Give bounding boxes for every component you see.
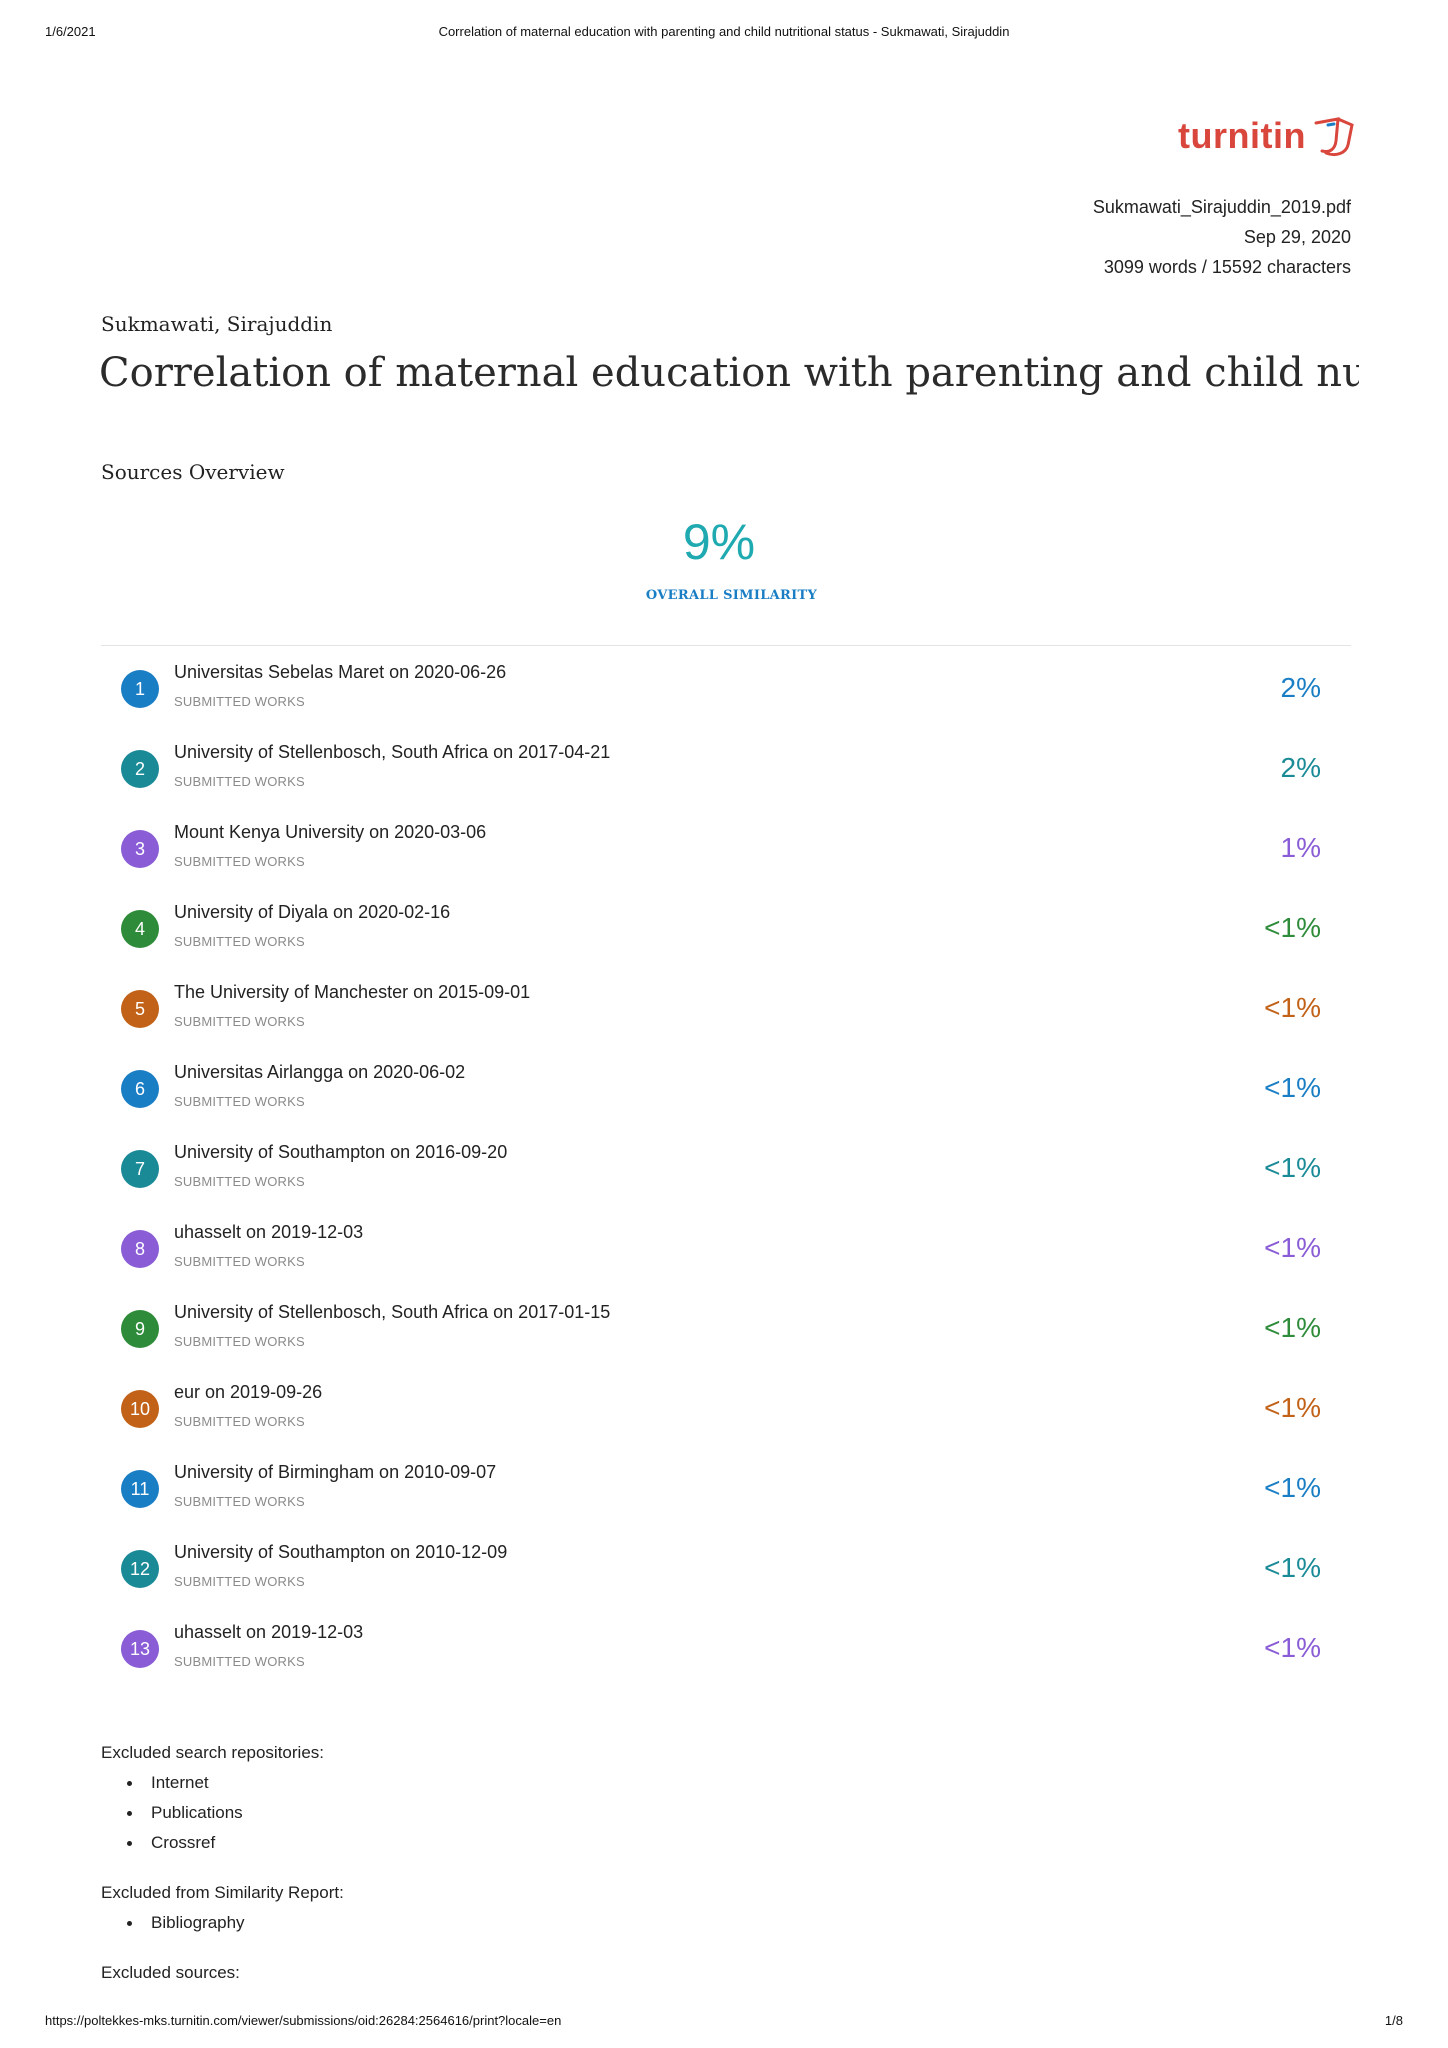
source-number-badge: 9	[121, 1310, 159, 1348]
overall-label: OVERALL SIMILARITY	[645, 588, 818, 603]
source-number-badge: 11	[121, 1470, 159, 1508]
excluded-repository-item: Internet	[127, 1768, 344, 1798]
file-counts: 3099 words / 15592 characters	[1103, 257, 1351, 277]
logo-mark-icon	[1314, 117, 1354, 157]
source-type: SUBMITTED WORKS	[174, 1254, 305, 1269]
source-type: SUBMITTED WORKS	[174, 1094, 305, 1109]
file-meta: Sukmawati_Sirajuddin_2019.pdf Sep 29, 20…	[1093, 192, 1351, 282]
excluded-section: Excluded search repositories: Internet Pu…	[101, 1738, 344, 2008]
source-percent: <1%	[1264, 1632, 1321, 1663]
source-number-badge: 8	[121, 1230, 159, 1268]
source-row[interactable]: 1 Universitas Sebelas Maret on 2020-06-26…	[101, 652, 1351, 732]
source-type: SUBMITTED WORKS	[174, 854, 305, 869]
source-row[interactable]: 8 uhasselt on 2019-12-03 SUBMITTED WORKS <1…	[101, 1212, 1351, 1292]
source-name[interactable]: Mount Kenya University on 2020-03-06	[174, 822, 487, 842]
excluded-sources-heading: Excluded sources:	[101, 1963, 240, 1982]
source-type: SUBMITTED WORKS	[174, 1334, 305, 1349]
sources-overview-title: Sources Overview	[101, 460, 285, 484]
source-type: SUBMITTED WORKS	[174, 1654, 305, 1669]
source-name[interactable]: University of Stellenbosch, South Africa…	[174, 742, 611, 762]
print-footer: https://poltekkes-mks.turnitin.com/viewe…	[45, 2013, 1403, 2033]
source-type: SUBMITTED WORKS	[174, 694, 305, 709]
source-number-badge: 3	[121, 830, 159, 868]
source-row[interactable]: 9 University of Stellenbosch, South Afric…	[101, 1292, 1351, 1372]
source-name[interactable]: University of Stellenbosch, South Africa…	[174, 1302, 611, 1322]
source-row[interactable]: 4 University of Diyala on 2020-02-16 SUBMI…	[101, 892, 1351, 972]
source-row[interactable]: 12 University of Southampton on 2010-12-0…	[101, 1532, 1351, 1612]
excluded-report-heading: Excluded from Similarity Report:	[101, 1883, 344, 1902]
source-type: SUBMITTED WORKS	[174, 1574, 305, 1589]
excluded-report-list: Bibliography	[101, 1908, 344, 1938]
file-name: Sukmawati_Sirajuddin_2019.pdf	[1092, 197, 1351, 217]
turnitin-logo: turnitin	[1178, 108, 1358, 164]
source-row[interactable]: 11 University of Birmingham on 2010-09-07…	[101, 1452, 1351, 1532]
source-type: SUBMITTED WORKS	[174, 1174, 305, 1189]
source-name[interactable]: University of Birmingham on 2010-09-07	[174, 1462, 497, 1482]
source-row[interactable]: 3 Mount Kenya University on 2020-03-06 SUB…	[101, 812, 1351, 892]
source-row[interactable]: 10 eur on 2019-09-26 SUBMITTED WORKS <1%	[101, 1372, 1351, 1452]
source-name[interactable]: University of Southampton on 2016-09-20	[174, 1142, 508, 1162]
print-title: Correlation of maternal education with p…	[438, 24, 1010, 39]
excluded-repository-item: Crossref	[127, 1828, 344, 1858]
source-number-badge: 5	[121, 990, 159, 1028]
source-percent: <1%	[1264, 1472, 1321, 1503]
source-number-badge: 2	[121, 750, 159, 788]
source-type: SUBMITTED WORKS	[174, 1014, 305, 1029]
sources-list: 1 Universitas Sebelas Maret on 2020-06-26…	[101, 652, 1351, 1692]
source-number-badge: 6	[121, 1070, 159, 1108]
source-row[interactable]: 6 Universitas Airlangga on 2020-06-02 SUBM…	[101, 1052, 1351, 1132]
source-type: SUBMITTED WORKS	[174, 774, 305, 789]
source-name[interactable]: uhasselt on 2019-12-03	[174, 1222, 364, 1242]
source-percent: 1%	[1280, 832, 1321, 863]
source-percent: <1%	[1264, 1392, 1321, 1423]
source-row[interactable]: 7 University of Southampton on 2016-09-20…	[101, 1132, 1351, 1212]
source-name[interactable]: University of Southampton on 2010-12-09	[174, 1542, 508, 1562]
source-name[interactable]: Universitas Airlangga on 2020-06-02	[174, 1062, 466, 1082]
print-header: 1/6/2021 Correlation of maternal educati…	[45, 24, 1403, 44]
source-percent: <1%	[1264, 1072, 1321, 1103]
source-name[interactable]: Universitas Sebelas Maret on 2020-06-26	[174, 662, 507, 682]
source-percent: <1%	[1264, 1232, 1321, 1263]
document-author: Sukmawati, Sirajuddin	[101, 312, 333, 336]
source-number-badge: 10	[121, 1390, 159, 1428]
print-date: 1/6/2021	[45, 24, 96, 39]
source-percent: <1%	[1264, 1552, 1321, 1583]
overall-percent: 9%	[682, 514, 756, 570]
source-name[interactable]: University of Diyala on 2020-02-16	[174, 902, 451, 922]
source-row[interactable]: 5 The University of Manchester on 2015-09…	[101, 972, 1351, 1052]
source-percent: 2%	[1280, 672, 1321, 703]
source-name[interactable]: uhasselt on 2019-12-03	[174, 1622, 364, 1642]
source-percent: 2%	[1280, 752, 1321, 783]
source-number-badge: 12	[121, 1550, 159, 1588]
print-url: https://poltekkes-mks.turnitin.com/viewe…	[45, 2013, 562, 2028]
source-number-badge: 4	[121, 910, 159, 948]
excluded-repositories-heading: Excluded search repositories:	[101, 1743, 325, 1762]
file-date: Sep 29, 2020	[1243, 227, 1351, 247]
source-row[interactable]: 13 uhasselt on 2019-12-03 SUBMITTED WORKS <…	[101, 1612, 1351, 1692]
logo-text: turnitin	[1178, 115, 1306, 156]
page-number: 1/8	[1384, 2013, 1403, 2028]
source-percent: <1%	[1264, 992, 1321, 1023]
divider	[101, 645, 1351, 646]
source-type: SUBMITTED WORKS	[174, 934, 305, 949]
source-percent: <1%	[1264, 1312, 1321, 1343]
source-number-badge: 7	[121, 1150, 159, 1188]
source-number-badge: 13	[121, 1630, 159, 1668]
excluded-repositories-list: Internet Publications Crossref	[101, 1768, 344, 1858]
source-type: SUBMITTED WORKS	[174, 1494, 305, 1509]
excluded-repository-item: Publications	[127, 1798, 344, 1828]
source-name[interactable]: eur on 2019-09-26	[174, 1382, 323, 1402]
source-name[interactable]: The University of Manchester on 2015-09-…	[174, 982, 531, 1002]
excluded-report-item: Bibliography	[127, 1908, 344, 1938]
document-title: Correlation of maternal education with p…	[99, 350, 1359, 396]
source-type: SUBMITTED WORKS	[174, 1414, 305, 1429]
source-percent: <1%	[1264, 912, 1321, 943]
source-number-badge: 1	[121, 670, 159, 708]
source-percent: <1%	[1264, 1152, 1321, 1183]
source-row[interactable]: 2 University of Stellenbosch, South Afric…	[101, 732, 1351, 812]
overall-similarity: 9% OVERALL SIMILARITY	[0, 510, 1448, 603]
